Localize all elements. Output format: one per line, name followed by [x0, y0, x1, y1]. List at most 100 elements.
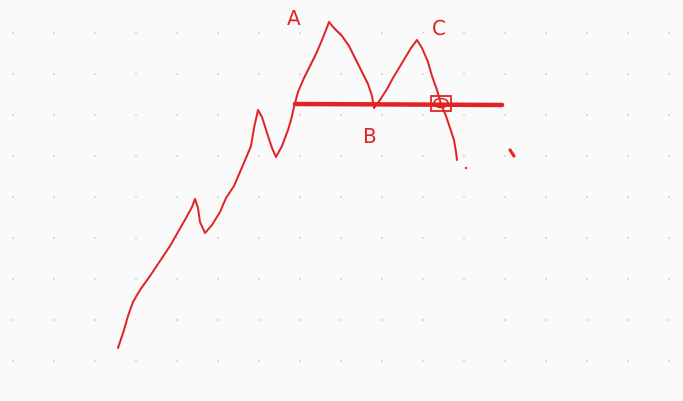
grid-dot	[504, 196, 506, 198]
grid-dot	[135, 196, 137, 198]
grid-dot	[135, 73, 137, 75]
grid-dot	[381, 278, 383, 280]
grid-dot	[217, 237, 219, 239]
grid-dot	[217, 114, 219, 116]
grid-dot	[545, 73, 547, 75]
grid-dot	[258, 155, 260, 157]
grid-dot	[504, 237, 506, 239]
grid-dot	[176, 155, 178, 157]
grid-dot	[504, 155, 506, 157]
grid-dot	[381, 155, 383, 157]
grid-dot	[299, 114, 301, 116]
grid-dot	[12, 319, 14, 321]
grid-dot	[53, 114, 55, 116]
price-line-stroke	[117, 21, 458, 349]
grid-dot	[217, 360, 219, 362]
grid-dot	[627, 196, 629, 198]
neckline-line	[292, 101, 505, 108]
grid-dot	[463, 319, 465, 321]
grid-dot	[545, 196, 547, 198]
grid-dot	[176, 196, 178, 198]
grid-dot	[299, 155, 301, 157]
grid-dot	[668, 319, 670, 321]
grid-dot	[135, 114, 137, 116]
grid-dot	[299, 196, 301, 198]
grid-dot	[258, 278, 260, 280]
grid-dot	[668, 278, 670, 280]
grid-dot	[135, 237, 137, 239]
grid-dot	[586, 73, 588, 75]
grid-dot	[299, 360, 301, 362]
grid-dot	[422, 360, 424, 362]
grid-dot	[463, 237, 465, 239]
grid-dot	[668, 360, 670, 362]
grid-dot	[586, 114, 588, 116]
grid-dot	[504, 360, 506, 362]
grid-dot	[586, 319, 588, 321]
grid-dot	[381, 114, 383, 116]
stray-tick-mark	[508, 148, 516, 158]
grid-dot	[12, 237, 14, 239]
grid-dot	[12, 73, 14, 75]
grid-dot	[422, 237, 424, 239]
grid-dot	[504, 319, 506, 321]
grid-dot	[299, 278, 301, 280]
grid-dot	[381, 196, 383, 198]
grid-dot	[668, 32, 670, 34]
grid-dot	[176, 237, 178, 239]
grid-dot	[340, 155, 342, 157]
label-c: C	[432, 16, 446, 40]
grid-dot	[422, 73, 424, 75]
grid-dot	[627, 319, 629, 321]
grid-dot	[545, 32, 547, 34]
grid-dot	[627, 278, 629, 280]
breakout-box	[430, 95, 452, 112]
grid-dot	[545, 319, 547, 321]
grid-dot	[504, 32, 506, 34]
grid-dot	[463, 73, 465, 75]
grid-dot	[668, 196, 670, 198]
grid-dot	[463, 155, 465, 157]
grid-dot	[463, 196, 465, 198]
grid-dot	[12, 32, 14, 34]
grid-dot	[381, 360, 383, 362]
grid-dot	[176, 278, 178, 280]
grid-dot	[381, 32, 383, 34]
grid-dot	[12, 278, 14, 280]
grid-dot	[217, 196, 219, 198]
grid-dot	[668, 114, 670, 116]
grid-dot	[53, 278, 55, 280]
grid-dot	[340, 319, 342, 321]
grid-dot	[53, 360, 55, 362]
grid-dot	[422, 278, 424, 280]
grid-dot	[94, 237, 96, 239]
grid-dot	[586, 155, 588, 157]
breakout-circle	[433, 97, 449, 109]
dot-grid-background	[12, 32, 670, 362]
grid-dot	[586, 360, 588, 362]
grid-dot	[217, 32, 219, 34]
grid-dot	[340, 278, 342, 280]
grid-dot	[258, 237, 260, 239]
grid-dot	[340, 196, 342, 198]
grid-dot	[299, 319, 301, 321]
grid-dot	[586, 278, 588, 280]
grid-dot	[422, 155, 424, 157]
grid-dot	[94, 32, 96, 34]
grid-dot	[586, 237, 588, 239]
grid-dot	[381, 73, 383, 75]
grid-dot	[299, 73, 301, 75]
grid-dot	[217, 155, 219, 157]
grid-dot	[53, 73, 55, 75]
grid-dot	[176, 319, 178, 321]
grid-dot	[94, 278, 96, 280]
grid-dot	[12, 155, 14, 157]
grid-dot	[668, 73, 670, 75]
grid-dot	[545, 114, 547, 116]
grid-dot	[258, 360, 260, 362]
grid-dot	[94, 360, 96, 362]
grid-dot	[299, 237, 301, 239]
grid-dot	[627, 114, 629, 116]
label-b: B	[363, 124, 377, 148]
grid-dot	[422, 196, 424, 198]
